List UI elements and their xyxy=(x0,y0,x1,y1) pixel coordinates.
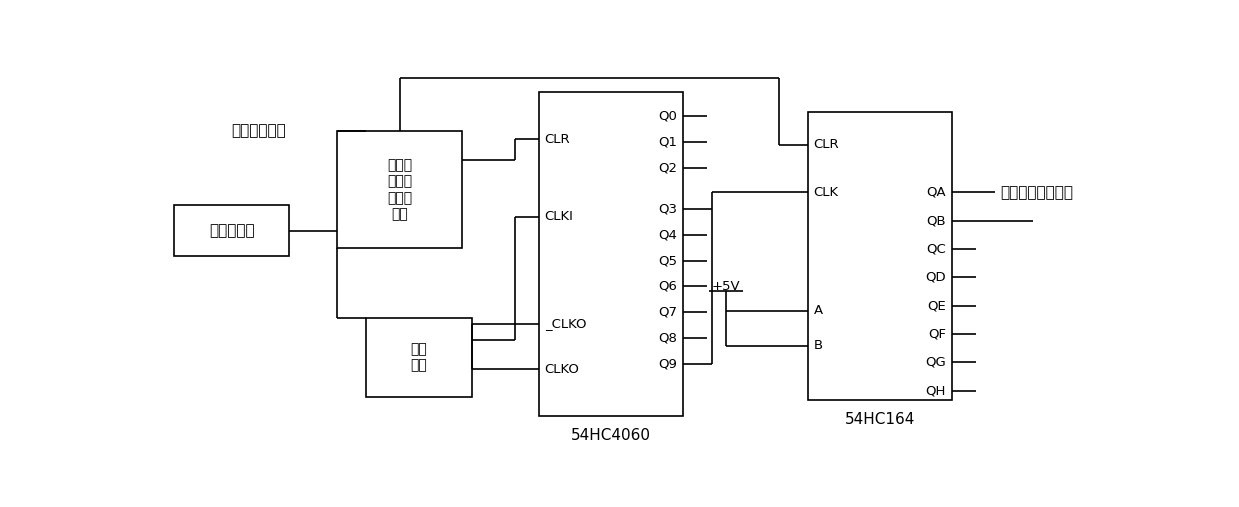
Text: _CLKO: _CLKO xyxy=(545,317,586,330)
Text: Q8: Q8 xyxy=(658,332,678,345)
Text: 软件写操作: 软件写操作 xyxy=(209,223,254,238)
Text: A: A xyxy=(814,304,823,317)
Text: 阻容
网络: 阻容 网络 xyxy=(410,342,427,373)
Text: CLR: CLR xyxy=(814,138,839,151)
Text: B: B xyxy=(814,339,823,352)
Text: QF: QF xyxy=(928,328,947,341)
Text: 54HC4060: 54HC4060 xyxy=(571,428,650,443)
Text: QH: QH xyxy=(926,384,947,397)
Text: Q6: Q6 xyxy=(658,280,678,293)
Bar xyxy=(808,112,952,401)
Text: Q9: Q9 xyxy=(658,358,678,371)
Text: Q7: Q7 xyxy=(658,306,678,319)
Text: Q5: Q5 xyxy=(658,254,678,267)
Text: QB: QB xyxy=(927,214,947,227)
Text: QE: QE xyxy=(927,299,947,312)
Text: 二次狗咬切机指令: 二次狗咬切机指令 xyxy=(1000,185,1073,200)
Bar xyxy=(173,205,290,256)
Text: CLK: CLK xyxy=(814,186,839,199)
Bar xyxy=(337,131,462,248)
Text: CLR: CLR xyxy=(545,132,570,146)
Text: QC: QC xyxy=(927,243,947,256)
Text: Q2: Q2 xyxy=(658,162,678,175)
Bar xyxy=(367,318,472,396)
Text: Q4: Q4 xyxy=(658,228,678,241)
Text: QD: QD xyxy=(926,271,947,284)
Text: 上电复位信号: 上电复位信号 xyxy=(232,124,286,138)
Text: 54HC164: 54HC164 xyxy=(845,413,916,427)
Text: +5V: +5V xyxy=(712,280,741,293)
Text: QA: QA xyxy=(927,186,947,199)
Text: 清除看
门狗信
号合并
逻辑: 清除看 门狗信 号合并 逻辑 xyxy=(387,158,413,221)
Text: CLKI: CLKI xyxy=(545,210,574,223)
Bar xyxy=(539,92,683,416)
Text: Q0: Q0 xyxy=(658,110,678,123)
Text: Q1: Q1 xyxy=(658,136,678,149)
Text: QG: QG xyxy=(926,356,947,369)
Text: CLKO: CLKO xyxy=(545,363,580,376)
Text: Q3: Q3 xyxy=(658,202,678,215)
